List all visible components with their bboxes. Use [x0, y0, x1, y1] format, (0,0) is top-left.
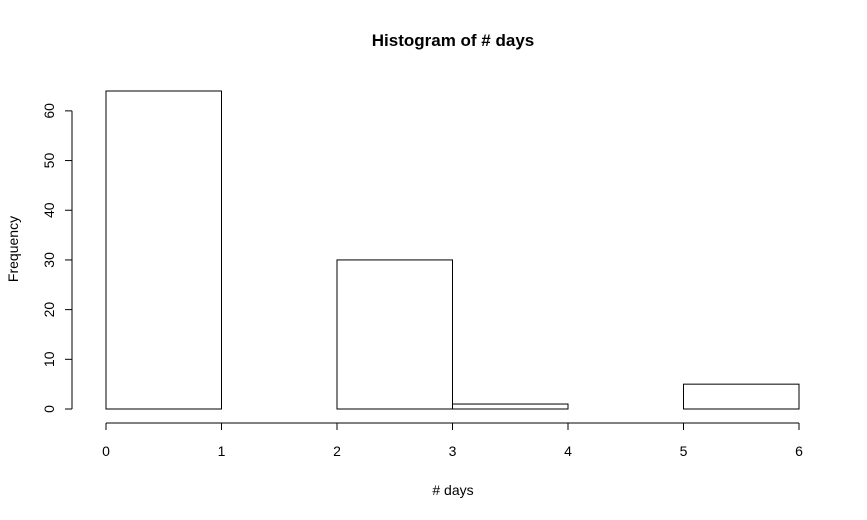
y-tick-label: 50: [41, 153, 57, 169]
y-axis-label: Frequency: [5, 216, 21, 282]
y-tick-label: 30: [41, 252, 57, 268]
y-tick-label: 0: [41, 405, 57, 413]
x-axis-label: # days: [432, 482, 473, 498]
y-tick-label: 10: [41, 351, 57, 367]
y-tick-label: 20: [41, 302, 57, 318]
histogram-bar: [683, 383, 800, 410]
bars-group: [105, 90, 800, 410]
x-tick-label: 0: [102, 443, 110, 459]
x-tick-label: 3: [449, 443, 457, 459]
histogram-bar: [105, 90, 222, 410]
histogram-bar: [452, 403, 569, 410]
y-axis: 0 10 20 30 40 50 60: [41, 103, 73, 413]
chart-title: Histogram of # days: [372, 31, 535, 50]
x-tick-label: 5: [680, 443, 688, 459]
histogram-bar: [336, 259, 453, 410]
x-tick-label: 6: [795, 443, 803, 459]
x-tick-label: 1: [218, 443, 226, 459]
y-tick-label: 60: [41, 103, 57, 119]
x-axis: 0 1 2 3 4 5 6: [102, 422, 803, 459]
x-tick-label: 4: [564, 443, 572, 459]
x-tick-label: 2: [333, 443, 341, 459]
y-tick-label: 40: [41, 202, 57, 218]
